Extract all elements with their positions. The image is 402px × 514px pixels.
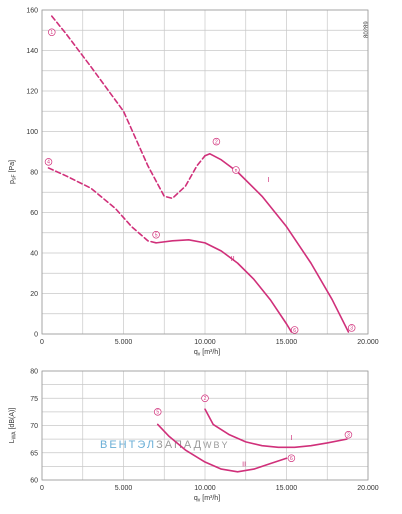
x-axis-label-unit: [m³/h] [202,495,220,502]
x-tick-label: 15.000 [276,339,298,346]
y-tick-label: 140 [26,48,38,55]
point-marker: 3 [347,324,356,332]
x-tick-label: 5.000 [115,339,133,346]
point-marker: 1 [48,28,56,37]
watermark-part3: WBY [203,440,230,450]
y-axis-label-sub: WA [12,431,18,440]
point-marker: 4 [44,158,53,166]
watermark: ВЕНТЭЛЗАПАДWBY [100,439,230,451]
point-marker: n [232,166,240,174]
y-axis-label-unit: [Pa] [9,160,16,173]
series-line-I-solid [204,152,350,333]
x-tick-label: 0 [40,485,44,492]
point-marker-circle [287,454,296,462]
series-line-I-solid [204,408,348,449]
series-line-II-solid [156,423,288,473]
y-tick-label: 120 [26,89,38,96]
x-axis-label-unit: [m³/h] [202,349,220,356]
plot-frame [41,9,369,335]
point-marker: 5 [153,408,162,416]
y-axis-label-unit: [dB(A)] [9,408,16,430]
y-axis-label-main: p [9,180,16,184]
y-axis-label: LWA[dB(A)] [9,408,18,444]
series-label: I [268,177,270,184]
point-marker-circle [48,28,56,37]
series-label: II [231,256,235,263]
series-label: I [290,435,292,442]
point-marker-circle [44,158,53,166]
point-marker-circle [201,394,209,403]
y-tick-label: 80 [30,369,38,376]
y-axis-label-main: L [9,439,16,443]
point-marker: 2 [201,394,209,403]
x-tick-label: 5.000 [115,485,133,492]
y-tick-label: 100 [26,129,38,136]
y-tick-label: 70 [30,423,38,430]
point-marker: 2 [212,137,221,146]
watermark-part1: ВЕНТЭЛ [100,439,156,451]
y-tick-label: 160 [26,8,38,15]
point-marker-label: 5 [155,233,158,239]
point-marker-circle [153,408,162,416]
point-marker-label: 6 [293,328,296,334]
x-tick-label: 20.000 [357,339,379,346]
y-tick-label: 40 [30,251,38,258]
point-marker: 5 [152,231,160,239]
x-axis-label-sub: v [198,352,201,358]
x-tick-label: 15.000 [276,485,298,492]
point-marker-label: n [235,168,238,174]
point-marker-label: 1 [50,30,53,36]
point-marker-circle [212,137,221,146]
point-marker-label: 3 [347,433,350,439]
point-marker-label: 3 [350,326,353,332]
point-marker: 3 [344,431,353,439]
y-axis-label-sub: sF [12,174,18,180]
point-marker-label: 4 [47,160,50,166]
point-marker-circle [290,326,299,334]
series-line-II-solid [155,239,293,333]
x-axis-label: qv [m³/h] [194,495,220,504]
y-tick-label: 60 [30,210,38,217]
point-marker-label: 6 [290,456,293,462]
series-label: II [242,461,246,468]
figure-id: 80289 [364,21,370,38]
x-axis-label-sub: v [198,498,201,504]
point-marker-circle [347,324,356,332]
y-tick-label: 0 [34,332,38,339]
x-tick-label: 20.000 [357,485,379,492]
x-tick-label: 0 [40,339,44,346]
series-line-I-dashed [50,15,206,200]
point-marker-label: 5 [156,410,159,416]
point-marker-circle [344,431,353,439]
plot-frame [41,370,369,481]
point-marker: 6 [290,326,299,334]
point-marker-label: 2 [204,396,207,402]
y-tick-label: 65 [30,450,38,457]
y-tick-label: 80 [30,170,38,177]
point-marker-label: 2 [215,139,218,145]
x-tick-label: 10.000 [194,339,216,346]
point-marker-circle [232,166,240,174]
y-tick-label: 60 [30,478,38,485]
x-axis-label-main: q [194,349,198,356]
point-marker: 6 [287,454,296,462]
x-axis-label-main: q [194,495,198,502]
y-tick-label: 20 [30,291,38,298]
y-tick-label: 75 [30,396,38,403]
x-axis-label: qv [m³/h] [194,349,220,358]
point-marker-circle [152,231,160,239]
series-line-II-dashed [47,167,157,244]
chart-panel-1: 0 5.000 10.000 15.000 20.000 0 20 40 60 80 100 120 1… [9,8,379,358]
x-tick-label: 10.000 [194,485,216,492]
y-axis-label: psF[Pa] [9,160,18,184]
